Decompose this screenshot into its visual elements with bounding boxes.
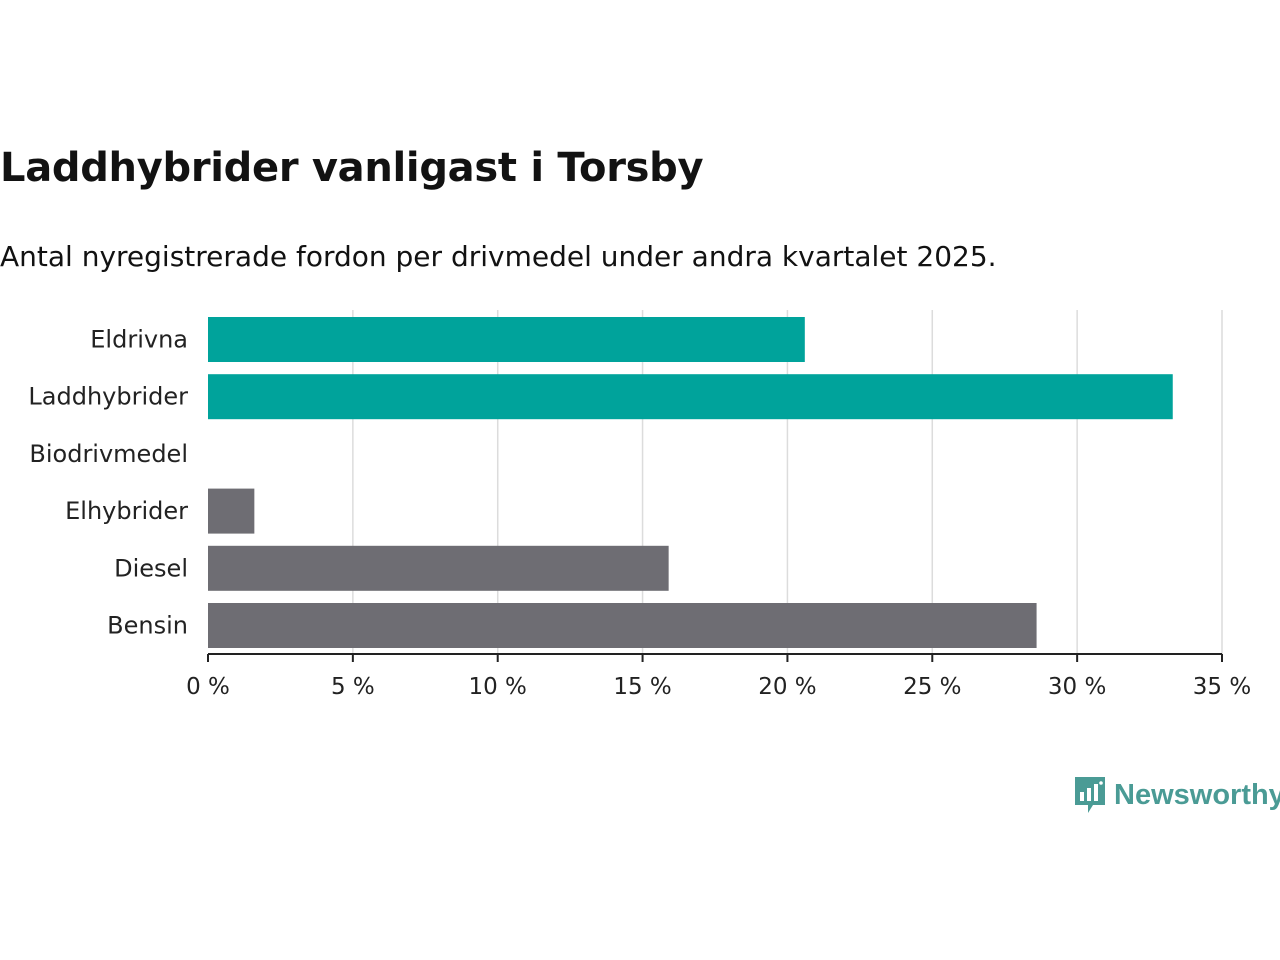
x-tick-label: 15 % xyxy=(613,674,671,700)
newsworthy-brand: Newsworthy xyxy=(1072,774,1280,816)
x-tick-label: 25 % xyxy=(903,674,961,700)
category-label: Eldrivna xyxy=(90,326,188,354)
bar-bensin xyxy=(208,603,1037,648)
chart-subtitle: Antal nyregistrerade fordon per drivmede… xyxy=(0,240,997,273)
brand-name: Newsworthy xyxy=(1114,778,1280,811)
bar-eldrivna xyxy=(208,317,805,362)
x-tick-label: 5 % xyxy=(331,674,375,700)
x-tick-label: 30 % xyxy=(1048,674,1106,700)
x-tick-label: 20 % xyxy=(758,674,816,700)
category-label: Biodrivmedel xyxy=(29,440,188,468)
x-tick-label: 35 % xyxy=(1193,674,1251,700)
bar-diesel xyxy=(208,545,669,591)
bar-chart: Eldrivna Laddhybrider Biodrivmedel Elhybrid… xyxy=(28,310,1251,700)
bar-elhybrider xyxy=(208,488,255,534)
category-label: Diesel xyxy=(114,554,188,582)
bar-laddhybrider xyxy=(208,374,1173,420)
x-tick-label: 10 % xyxy=(468,674,526,700)
category-label: Elhybrider xyxy=(65,497,188,525)
bar-chart-speech-bubble-icon xyxy=(1075,777,1105,813)
category-label: Laddhybrider xyxy=(28,383,188,411)
category-label: Bensin xyxy=(107,612,188,640)
chart-title: Laddhybrider vanligast i Torsby xyxy=(0,145,704,191)
x-tick-label: 0 % xyxy=(186,674,230,700)
